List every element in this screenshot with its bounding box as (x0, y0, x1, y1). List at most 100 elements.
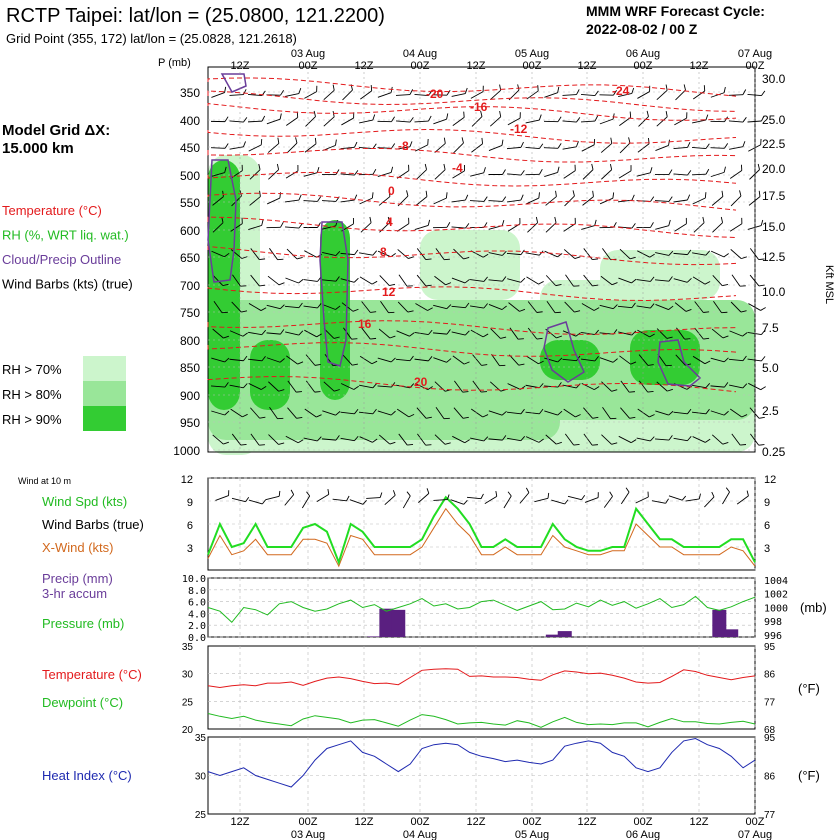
wind-barb (618, 330, 637, 336)
wind-barb-staff (305, 116, 316, 127)
wind-barb-staff (453, 142, 464, 154)
surface-wind-barb (603, 491, 613, 508)
wind-barb (600, 275, 618, 286)
wind-barb-flag (446, 113, 449, 120)
wind-barb-staff (340, 173, 355, 176)
wind-barb (471, 110, 483, 127)
wind-barb (581, 356, 599, 362)
wind-barb-staff (710, 385, 725, 388)
wind-barb-flag (406, 190, 409, 197)
wind-barb-flag (372, 114, 376, 121)
wind-barb-staff (710, 92, 725, 98)
wind-barb-flag (538, 192, 540, 199)
wind-barb-flag (609, 163, 613, 170)
wind-barb (712, 216, 724, 233)
wind-barb-staff (692, 436, 706, 443)
wind-barb-flag (576, 117, 581, 123)
wind-barb-staff (637, 143, 650, 153)
wind-barb (434, 163, 446, 180)
wind-barb-flag (668, 410, 674, 416)
wind-barb (232, 274, 247, 287)
surface-wind-barb (366, 492, 383, 499)
wind-barb-flag (224, 357, 230, 363)
wind-barb (710, 86, 726, 98)
wind-barb-staff (602, 407, 611, 419)
wind-barb (229, 89, 247, 96)
heat-left-tick-1: 30 (195, 772, 207, 783)
wind-barb-staff (580, 120, 596, 123)
wind-barb-flag (428, 356, 433, 362)
precip-legend-0: Precip (mm) (42, 571, 113, 586)
wind-barb-staff (619, 355, 631, 365)
height-tick-4: 17.5 (762, 189, 786, 203)
wind-barb-flag (649, 414, 655, 418)
wind-barb-flag (665, 364, 672, 367)
wind-barb-flag (483, 303, 488, 309)
surface-wind-barb (668, 495, 687, 501)
wind-barb (229, 355, 248, 362)
wind-barb-flag (704, 192, 707, 199)
wind-barb-flag (575, 332, 581, 337)
wind-barb-staff (342, 89, 353, 101)
wind-barb-staff (414, 331, 429, 336)
temp-right-tick-2: 77 (764, 697, 776, 708)
wind-barb-flag (631, 223, 636, 229)
wind-barb-staff (360, 90, 372, 100)
wind-barb-staff (506, 252, 522, 256)
wind-barb (415, 138, 429, 152)
wind-barb-flag (443, 417, 450, 420)
wind-barb-flag (409, 355, 414, 361)
wind-barb-staff (285, 331, 299, 336)
wind-barb-flag (555, 311, 561, 314)
wind-barb-staff (750, 433, 759, 446)
height-tick-0: 30.0 (762, 72, 786, 86)
wind-barb-flag (390, 357, 396, 363)
wind-barb-staff (729, 408, 743, 418)
wind-barb (304, 329, 322, 338)
wind-barb-flag (705, 114, 709, 121)
wind-barb-staff (488, 304, 503, 310)
wind-barb-staff (378, 196, 391, 206)
wind-barb (619, 248, 636, 260)
wind-barb (729, 164, 743, 179)
wind-barb-staff (674, 223, 687, 232)
wind-barb-staff (434, 169, 446, 180)
wind-left-tick-3: 3 (187, 543, 193, 555)
wind-barb (247, 355, 266, 362)
wind-barb (506, 141, 524, 150)
wind-barb-flag (741, 414, 748, 418)
wind-barb (210, 382, 229, 388)
wind-barb-staff (673, 278, 688, 283)
wind-barb-staff (433, 118, 447, 125)
wind-barb-flag (557, 410, 563, 416)
wind-barb (396, 408, 415, 418)
wind-barb-flag (687, 194, 691, 201)
wind-barb-staff (729, 170, 743, 179)
wind-barb (546, 301, 561, 314)
top-hour-tick-3: 00Z (411, 60, 430, 72)
wind-barb (268, 381, 285, 392)
wind-barb (471, 137, 484, 153)
wind-barb-flag (592, 190, 594, 197)
wind-barb-flag (443, 137, 446, 144)
wind-barb-flag (463, 256, 470, 260)
wind-barb-flag (723, 357, 729, 363)
wind-barb (637, 85, 651, 99)
wind-barb (525, 143, 544, 149)
wind-barb (655, 250, 674, 256)
wind-barb (323, 381, 340, 392)
pressure-tick-5: 600 (180, 224, 200, 238)
wind-barb (620, 380, 635, 393)
wind-left-tick-0: 12 (181, 474, 193, 486)
wind-barb-staff (675, 89, 686, 101)
wind-barb-flag (555, 283, 562, 287)
wind-barb (433, 192, 448, 205)
wind-barb-staff (507, 117, 521, 126)
wind-barb-staff (581, 144, 595, 152)
wind-barb-staff (692, 276, 706, 285)
wind-barb-flag (539, 143, 544, 149)
surface-barb-staff (366, 497, 381, 499)
wind-barb-flag (741, 256, 747, 260)
wind-barb-flag (354, 249, 359, 255)
wind-barb (377, 143, 396, 149)
